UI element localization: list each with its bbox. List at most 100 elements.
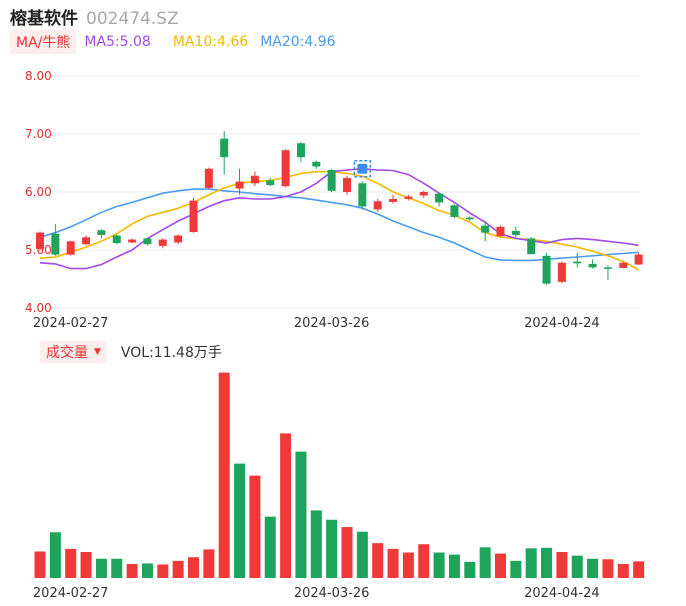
candle-body [358, 183, 367, 207]
volume-bar [34, 551, 46, 578]
candle [557, 261, 566, 284]
candle-body [634, 254, 643, 265]
candle [343, 175, 351, 195]
candle-body [51, 233, 60, 255]
candle-body [404, 196, 413, 199]
candle-body [235, 181, 244, 189]
volume-bar [633, 561, 645, 578]
candle-body [527, 238, 536, 255]
volume-bar [141, 563, 153, 578]
volume-bar [495, 553, 506, 578]
candle [481, 221, 490, 242]
candle-body [389, 198, 398, 202]
volume-bar [617, 563, 629, 578]
volume-bar [157, 564, 169, 578]
price-date-label: 2024-03-26 [294, 316, 370, 331]
marker-icon [357, 163, 368, 174]
candle [97, 229, 106, 239]
candle-body [174, 235, 183, 243]
candle [112, 234, 121, 245]
candle-body [327, 169, 336, 191]
candle [128, 238, 137, 244]
volume-bars [34, 372, 645, 578]
price-tick-label: 4.00 [25, 301, 52, 315]
volume-bar [464, 561, 476, 578]
volume-bar [111, 558, 123, 578]
candle [603, 265, 612, 281]
volume-type-label: 成交量 [46, 345, 88, 361]
volume-bar [249, 475, 261, 578]
volume-bar [65, 548, 77, 578]
candle-body [343, 178, 351, 192]
volume-bar [310, 510, 322, 578]
candle-body [542, 255, 551, 284]
volume-bar [264, 516, 276, 578]
ma-legend: MA/牛熊 MA5:5.08 MA10:4.66 MA20:4.96 [10, 30, 336, 54]
volume-bar [234, 463, 246, 578]
volume-bar [479, 547, 491, 578]
ma5-line [39, 167, 639, 270]
volume-date-axis: 2024-02-27 2024-03-26 2024-04-24 [33, 586, 600, 601]
candle [588, 259, 597, 269]
candle-body [419, 192, 428, 196]
price-tick-label: 5.00 [25, 243, 52, 257]
ma10-legend: MA10:4.66 [172, 34, 249, 50]
volume-bar [587, 558, 599, 578]
volume-bar [556, 552, 568, 578]
stock-name: 榕基软件 [10, 9, 78, 29]
candle [220, 131, 229, 175]
volume-bar [602, 559, 614, 578]
candle-body [573, 261, 582, 264]
candle [189, 197, 198, 233]
candle [358, 181, 367, 210]
price-date-axis: 2024-02-27 2024-03-26 2024-04-24 [33, 316, 600, 331]
candle [143, 237, 152, 246]
candle-body [189, 200, 198, 233]
volume-bar [326, 519, 338, 578]
candle-body [450, 205, 459, 217]
candle [450, 204, 459, 219]
candle [174, 234, 183, 245]
volume-bar [525, 548, 537, 578]
candle [82, 235, 91, 246]
volume-date-label: 2024-02-27 [33, 586, 109, 601]
candle-body [588, 263, 597, 268]
price-date-label: 2024-04-24 [524, 316, 600, 331]
candle [312, 160, 321, 169]
ma-type-selector[interactable]: MA/牛熊 [10, 30, 77, 54]
volume-bar [49, 532, 61, 578]
volume-type-selector[interactable]: 成交量 ▼ [40, 341, 107, 363]
candle [573, 252, 582, 268]
volume-bar [387, 548, 399, 578]
candle-body [112, 235, 121, 244]
volume-date-label: 2024-03-26 [294, 586, 370, 601]
candle [204, 167, 213, 190]
candle-body [220, 138, 229, 158]
volume-bar [402, 552, 414, 578]
volume-bar [218, 372, 230, 578]
price-tick-label: 6.00 [25, 185, 52, 199]
candle-body [66, 241, 75, 255]
stock-title: 榕基软件 002474.SZ [10, 4, 179, 29]
price-axis: 8.00 7.00 6.00 5.00 4.00 [25, 69, 52, 315]
ma20-legend: MA20:4.96 [260, 34, 336, 50]
candle [634, 252, 643, 266]
volume-legend: 成交量 ▼ VOL:11.48万手 [40, 341, 222, 363]
candle [235, 168, 244, 195]
price-grid [52, 75, 640, 309]
caret-down-icon: ▼ [94, 347, 101, 357]
candle-body [619, 262, 628, 268]
volume-bar [341, 527, 353, 578]
candle-body [204, 168, 213, 188]
candle [51, 223, 60, 256]
candle [266, 178, 275, 187]
candle-body [603, 267, 612, 269]
candle [281, 149, 290, 188]
stock-code: 002474.SZ [86, 9, 179, 29]
candle-body [481, 225, 490, 233]
volume-bar [188, 557, 199, 578]
volume-bar [356, 531, 368, 578]
volume-bar [571, 555, 583, 578]
candle-body [511, 230, 520, 235]
